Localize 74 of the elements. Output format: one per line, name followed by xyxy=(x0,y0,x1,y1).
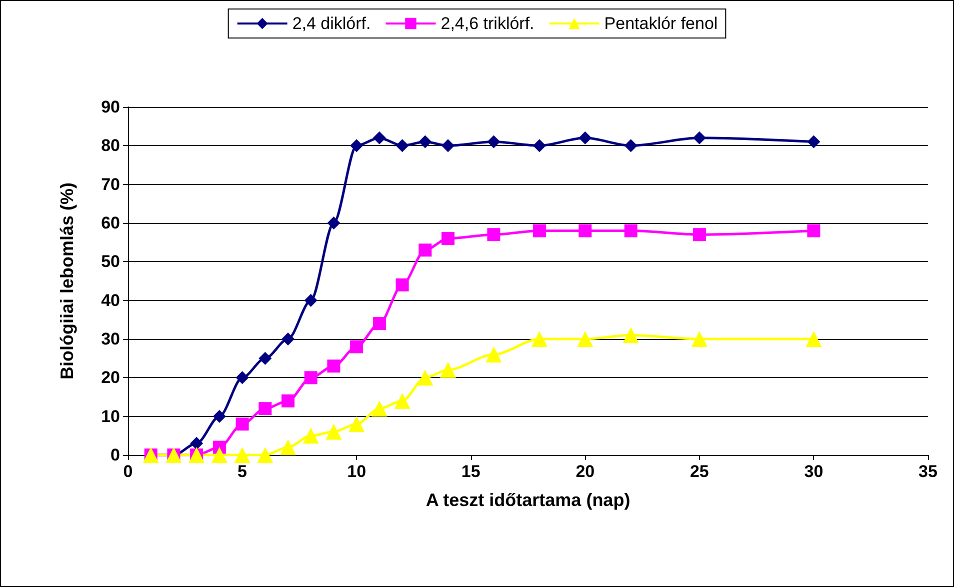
point xyxy=(258,402,272,416)
point xyxy=(258,352,272,365)
point xyxy=(372,317,386,330)
point xyxy=(304,294,318,307)
point xyxy=(327,360,340,373)
point xyxy=(371,400,388,417)
point xyxy=(302,428,319,444)
y-tick-label: 70 xyxy=(101,174,120,194)
point xyxy=(806,331,822,347)
y-tick-label: 30 xyxy=(101,330,120,348)
point xyxy=(304,371,318,384)
point xyxy=(532,224,546,238)
legend-label: 2,4 diklórf. xyxy=(292,14,371,33)
point xyxy=(442,139,454,152)
legend-label: 2,4,6 triklórf. xyxy=(440,14,534,33)
point xyxy=(692,228,706,242)
point xyxy=(234,447,250,463)
x-tick-label: 30 xyxy=(804,462,824,481)
point xyxy=(396,278,409,292)
point xyxy=(282,394,294,408)
point xyxy=(417,370,434,386)
y-tick-label: 10 xyxy=(101,406,120,426)
point xyxy=(212,410,226,423)
point xyxy=(442,232,454,245)
x-tick-label: 25 xyxy=(690,462,709,481)
point xyxy=(691,331,708,347)
y-tick-label: 20 xyxy=(101,368,120,388)
x-tick-label: 35 xyxy=(918,462,938,481)
y-axis-title: Biológiiai lebomlás (%) xyxy=(57,182,77,380)
point xyxy=(327,216,340,230)
point xyxy=(486,346,502,362)
y-tick-label: 50 xyxy=(101,252,120,272)
point xyxy=(418,244,432,257)
point xyxy=(807,135,820,148)
point xyxy=(326,424,342,440)
point xyxy=(487,135,500,148)
point xyxy=(257,447,274,463)
y-tick-label: 80 xyxy=(101,136,120,156)
point xyxy=(440,362,456,378)
point xyxy=(532,139,546,152)
x-tick-label: 15 xyxy=(461,462,480,481)
x-tick-label: 20 xyxy=(576,462,595,481)
point xyxy=(350,139,364,152)
point xyxy=(807,224,820,238)
point xyxy=(211,447,228,463)
point xyxy=(624,139,638,152)
point xyxy=(190,436,204,450)
point xyxy=(394,392,410,409)
point xyxy=(372,131,386,144)
y-tick-label: 40 xyxy=(101,290,120,310)
point xyxy=(350,340,364,354)
point xyxy=(624,224,638,238)
point xyxy=(622,327,639,344)
point xyxy=(280,439,296,456)
legend-label: Pentaklór fenol xyxy=(604,14,718,33)
point xyxy=(692,131,706,144)
point xyxy=(578,224,592,238)
y-tick-label: 90 xyxy=(101,98,120,116)
x-tick-label: 10 xyxy=(347,462,366,481)
point xyxy=(236,418,249,431)
y-tick-label: 0 xyxy=(110,446,120,464)
x-tick-label: 0 xyxy=(123,462,133,481)
point xyxy=(487,228,500,242)
x-tick-label: 5 xyxy=(238,462,248,481)
point xyxy=(577,331,594,347)
point xyxy=(396,139,409,152)
x-axis-title: A teszt időtartama (nap) xyxy=(426,490,630,510)
point xyxy=(348,416,365,432)
point xyxy=(282,332,294,346)
point xyxy=(236,371,249,384)
point xyxy=(418,135,432,148)
point xyxy=(578,131,592,144)
point xyxy=(531,331,548,347)
y-tick-label: 60 xyxy=(101,214,120,232)
